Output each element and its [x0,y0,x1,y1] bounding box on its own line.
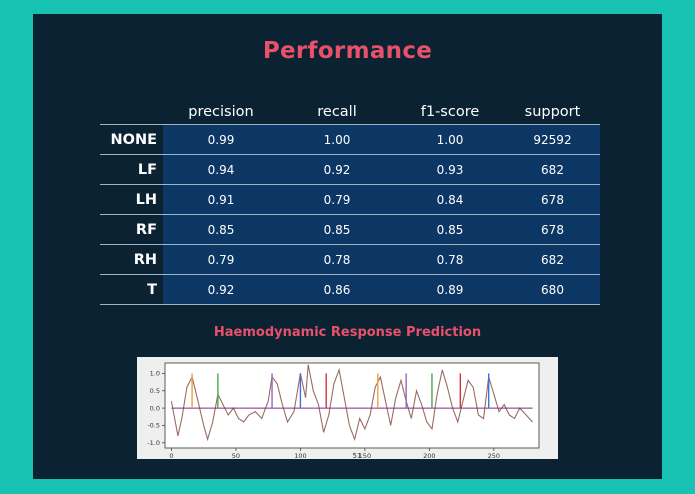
x-axis-label: 51 [353,452,362,459]
cell-precision: 0.91 [163,184,279,215]
header-row: precision recall f1-score support [100,99,600,125]
cell-precision: 0.85 [163,214,279,245]
col-header-f1: f1-score [420,103,480,120]
cell-recall: 1.00 [279,124,395,155]
cell-recall: 0.86 [279,274,395,305]
cell-f1: 0.93 [395,154,505,185]
y-tick-label: -0.5 [147,422,160,430]
row-label: LH [100,184,163,215]
chart-caption: Haemodynamic Response Prediction [213,325,482,340]
x-tick-label: 250 [488,452,500,459]
cell-recall: 0.78 [279,244,395,275]
signal-line [170,364,534,442]
col-header-precision: precision [188,103,254,120]
table-row: RF 0.85 0.85 0.85 678 [100,214,600,245]
cell-support: 682 [505,244,600,275]
cell-support: 92592 [505,124,600,155]
y-tick-label: -1.0 [147,439,160,447]
row-label: T [100,274,163,305]
row-label: RF [100,214,163,245]
col-header-recall: recall [317,103,357,120]
cell-precision: 0.92 [163,274,279,305]
cell-support: 678 [505,214,600,245]
x-tick-label: 0 [169,452,173,459]
row-label: RH [100,244,163,275]
x-tick-label: 150 [359,452,371,459]
cell-recall: 0.92 [279,154,395,185]
table-row: NONE 0.99 1.00 1.00 92592 [100,124,600,155]
table-row: LH 0.91 0.79 0.84 678 [100,184,600,215]
y-tick-label: 0.5 [150,387,160,395]
metrics-table: precision recall f1-score support NONE 0… [100,99,600,305]
slide: Performance precision recall f1-score su… [33,14,662,479]
table-row: RH 0.79 0.78 0.78 682 [100,244,600,275]
cell-support: 682 [505,154,600,185]
col-header-support: support [524,103,581,120]
plot-svg: 0 50 100 150 200 250 1.0 0.5 0.0 -0.5 -1.0 51 [147,362,540,460]
slide-title: Performance [262,38,433,64]
plot-area [164,362,540,449]
cell-recall: 0.85 [279,214,395,245]
x-tick-label: 50 [232,452,240,459]
cell-f1: 0.89 [395,274,505,305]
row-label: NONE [100,124,163,155]
cell-f1: 0.85 [395,214,505,245]
table-row: LF 0.94 0.92 0.93 682 [100,154,600,185]
cell-support: 678 [505,184,600,215]
y-tick-label: 0.0 [150,404,160,412]
cell-f1: 1.00 [395,124,505,155]
x-tick-label: 100 [294,452,306,459]
cell-support: 680 [505,274,600,305]
y-tick-label: 1.0 [150,370,160,378]
hemodynamic-plot: 0 50 100 150 200 250 1.0 0.5 0.0 -0.5 -1.0 51 [137,357,558,460]
table-row: T 0.92 0.86 0.89 680 [100,274,600,305]
corner-cell [100,99,163,125]
x-tick-label: 200 [423,452,435,459]
row-label: LF [100,154,163,185]
cell-precision: 0.79 [163,244,279,275]
cell-f1: 0.78 [395,244,505,275]
cell-recall: 0.79 [279,184,395,215]
cell-precision: 0.94 [163,154,279,185]
cell-precision: 0.99 [163,124,279,155]
cell-f1: 0.84 [395,184,505,215]
